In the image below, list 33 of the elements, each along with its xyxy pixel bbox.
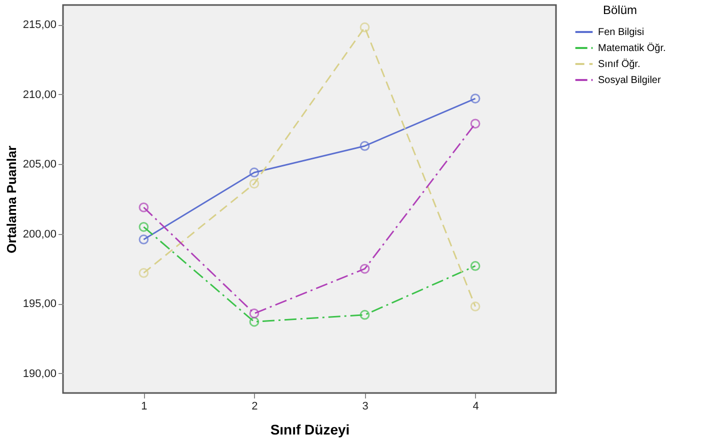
y-tick-label: 200,00 bbox=[22, 228, 56, 240]
legend-label: Sınıf Öğr. bbox=[598, 58, 640, 70]
point bbox=[138, 268, 149, 278]
point bbox=[249, 316, 260, 327]
point bbox=[470, 261, 480, 271]
point bbox=[470, 94, 480, 104]
point bbox=[138, 234, 149, 244]
point bbox=[360, 141, 370, 151]
y-tick-label: 210,00 bbox=[22, 88, 56, 101]
legend-label: Matematik Öğr. bbox=[598, 42, 666, 54]
x-tick-label: 4 bbox=[472, 400, 479, 412]
point bbox=[470, 118, 480, 129]
y-tick-label: 205,00 bbox=[22, 158, 56, 171]
y-tick-label: 215,00 bbox=[22, 19, 56, 32]
point bbox=[138, 202, 149, 212]
point bbox=[138, 222, 149, 232]
point bbox=[360, 264, 370, 274]
x-tick-label: 3 bbox=[362, 400, 368, 412]
point bbox=[249, 308, 260, 318]
y-tick-label: 190,00 bbox=[22, 368, 56, 380]
x-tick-label: 1 bbox=[141, 400, 148, 412]
y-tick-label: 195,00 bbox=[22, 298, 56, 310]
point bbox=[249, 168, 260, 178]
point bbox=[360, 310, 370, 320]
y-axis-title: Ortalama Puanlar bbox=[4, 146, 19, 254]
x-tick-label: 2 bbox=[252, 400, 258, 412]
point bbox=[249, 178, 260, 189]
point bbox=[470, 302, 480, 312]
point bbox=[360, 22, 370, 32]
x-axis-title: Sınıf Düzeyi bbox=[270, 422, 350, 438]
legend-label: Sosyal Bilgiler bbox=[598, 75, 662, 86]
legend-label: Fen Bilgisi bbox=[598, 27, 644, 38]
legend-title: Bölüm bbox=[602, 3, 638, 17]
